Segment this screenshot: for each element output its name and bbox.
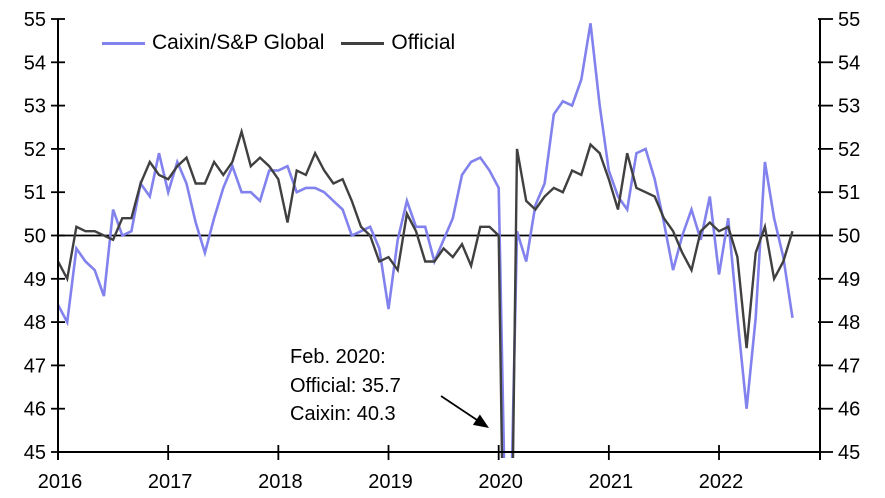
- y-tick-label-right: 51: [838, 182, 860, 204]
- legend-entry-official: Official: [341, 31, 455, 55]
- y-tick-label-left: 51: [24, 182, 46, 204]
- annotation-line-1: Feb. 2020:: [290, 346, 386, 368]
- y-tick-label-right: 54: [838, 52, 860, 74]
- y-tick-label-right: 53: [838, 96, 860, 118]
- y-tick-label-right: 52: [838, 139, 860, 161]
- series-lines: [58, 23, 794, 458]
- y-tick-label-right: 45: [838, 442, 860, 464]
- feb-2020-annotation: Feb. 2020: Official: 35.7 Caixin: 40.3: [290, 343, 401, 429]
- y-tick-label-right: 48: [838, 312, 860, 334]
- y-tick-label-left: 47: [24, 355, 46, 377]
- annotation-line-3: Caixin: 40.3: [290, 403, 396, 425]
- x-tick-label-year: 2020: [478, 471, 523, 493]
- axes: [57, 19, 821, 460]
- y-tick-label-right: 50: [838, 226, 860, 248]
- x-tick-label-year: 2021: [589, 471, 634, 493]
- x-tick-label-year: 2018: [258, 471, 303, 493]
- legend-entry-caixin: Caixin/S&P Global: [102, 31, 324, 55]
- annotation-arrow: [440, 395, 489, 428]
- chart-legend: Caixin/S&P Global Official: [102, 31, 455, 55]
- series-line-caixin: [58, 23, 794, 458]
- legend-label-caixin: Caixin/S&P Global: [152, 31, 325, 54]
- y-tick-label-right: 46: [838, 399, 860, 421]
- official-line-swatch: [341, 41, 385, 45]
- y-tick-label-right: 47: [838, 355, 860, 377]
- y-tick-label-left: 53: [24, 96, 46, 118]
- x-tick-label-year: 2016: [38, 471, 83, 493]
- legend-label-official: Official: [391, 31, 456, 54]
- y-tick-label-left: 46: [24, 399, 46, 421]
- y-tick-label-left: 45: [24, 442, 46, 464]
- y-tick-label-left: 52: [24, 139, 46, 161]
- x-tick-label-year: 2017: [148, 471, 193, 493]
- x-tick-label-year: 2022: [699, 471, 744, 493]
- y-tick-label-right: 49: [838, 269, 860, 291]
- y-tick-label-left: 49: [24, 269, 46, 291]
- series-line-official: [58, 127, 794, 458]
- y-tick-label-left: 48: [24, 312, 46, 334]
- axis-tick-labels: 45 45 46 46 47 47 48 48 49 49 50 50 51 51 52 52 53 53 54 54…: [24, 9, 861, 493]
- caixin-line-swatch: [102, 41, 145, 45]
- x-tick-label-year: 2019: [368, 471, 413, 493]
- y-tick-label-left: 55: [24, 9, 46, 31]
- axis-ticks: [51, 18, 833, 460]
- y-tick-label-right: 55: [838, 9, 860, 31]
- annotation-line-2: Official: 35.7: [290, 374, 401, 397]
- y-tick-label-left: 50: [24, 226, 46, 248]
- y-tick-label-left: 54: [24, 52, 46, 74]
